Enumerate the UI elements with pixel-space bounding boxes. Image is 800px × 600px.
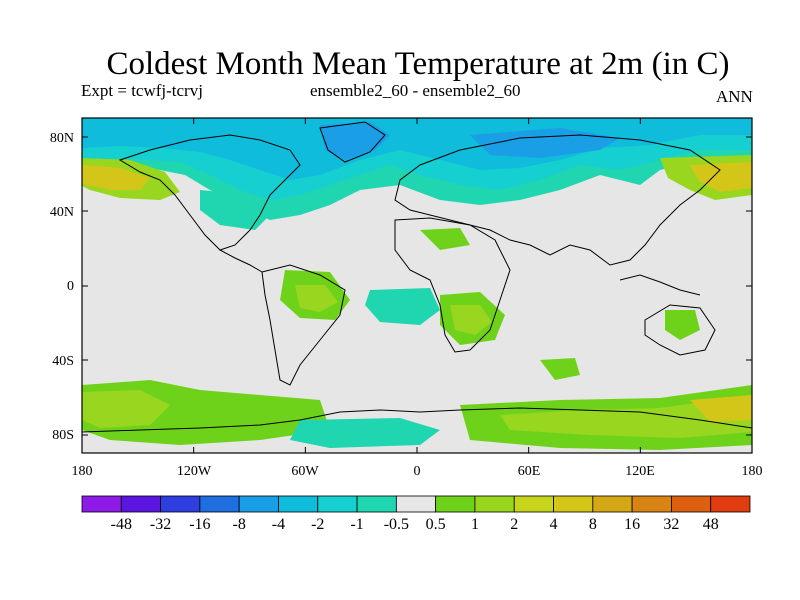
colorbar-swatch <box>120 495 161 513</box>
north-america-cool-region <box>200 190 270 230</box>
greenland-region <box>320 122 390 160</box>
colorbar-label: 8 <box>589 516 597 533</box>
colorbar-label: 16 <box>624 516 640 533</box>
x-tick-label: 120E <box>625 464 655 479</box>
colorbar-swatch <box>671 495 712 513</box>
colorbar-swatch <box>513 495 554 513</box>
colorbar-label: -8 <box>233 516 246 533</box>
colorbar-label: 2 <box>510 516 518 533</box>
north-pacific-warmer-region <box>82 165 150 190</box>
x-tick-label: 180 <box>72 464 93 479</box>
colorbar-swatch <box>435 495 476 513</box>
africa-warmer-region <box>450 305 492 335</box>
antarctica-coastline <box>82 407 752 433</box>
central-america-coastline <box>219 249 263 273</box>
y-tick-label: 40S <box>52 354 74 369</box>
coastlines <box>82 121 752 433</box>
x-tick-label: 60E <box>518 464 541 479</box>
season-label: ANN <box>716 87 753 106</box>
x-tick-label: 60W <box>291 464 319 479</box>
experiment-label: Expt = tcwfj-tcrvj <box>81 81 203 100</box>
colorbar-label: 32 <box>663 516 679 533</box>
colorbar-label: 0.5 <box>426 516 446 533</box>
colorbar-swatch <box>238 495 279 513</box>
colorbar-swatch <box>553 495 594 513</box>
colorbar-swatch <box>474 495 515 513</box>
colorbar-labels: -48 -32 -16 -8 -4 -2 -1 -0.5 0.5 1 2 4 8 16 32 48 <box>111 516 719 533</box>
indian-ocean-warm-region <box>540 358 580 380</box>
eurasia-coastline <box>394 134 721 266</box>
colorbar-label: 1 <box>471 516 479 533</box>
south-america-warmer-region <box>295 285 338 312</box>
colorbar-label: -4 <box>272 516 285 533</box>
y-tick-label: 40N <box>50 205 74 220</box>
antarctic-warmest-region <box>690 395 752 422</box>
north-america-coastline <box>118 134 301 251</box>
x-tick-label: 180 <box>742 464 763 479</box>
southern-ocean-warmer-region <box>82 390 170 428</box>
africa-coastline <box>394 217 511 353</box>
y-tick-label: 0 <box>67 279 74 294</box>
axis-ticks <box>81 118 753 453</box>
indonesia-coastline <box>619 274 701 296</box>
x-tick-label: 120W <box>177 464 212 479</box>
colorbar-swatch <box>317 495 358 513</box>
colorbar-label: -0.5 <box>384 516 409 533</box>
australia-warm-region <box>665 310 700 340</box>
colorbar <box>81 495 751 513</box>
colorbar-swatch <box>199 495 240 513</box>
colorbar-swatch <box>631 495 672 513</box>
map-title: Coldest Month Mean Temperature at 2m (in… <box>106 46 730 82</box>
y-tick-label: 80N <box>50 131 74 146</box>
colorbar-label: -32 <box>150 516 171 533</box>
colorbar-label: 4 <box>550 516 558 533</box>
colorbar-label: -1 <box>350 516 363 533</box>
australia-coastline <box>644 304 716 356</box>
colorbar-swatch <box>710 495 751 513</box>
south-america-coastline <box>261 264 346 386</box>
ensemble-label: ensemble2_60 - ensemble2_60 <box>310 81 521 100</box>
greenland-coastline <box>319 121 386 163</box>
colorbar-swatch <box>356 495 397 513</box>
colorbar-label: 48 <box>703 516 719 533</box>
antarctic-cool-region <box>290 418 440 448</box>
colorbar-swatch <box>278 495 319 513</box>
colorbar-label: -2 <box>311 516 324 533</box>
colorbar-label: -48 <box>111 516 132 533</box>
colorbar-swatch <box>592 495 633 513</box>
colorbar-swatch <box>395 495 437 513</box>
north-africa-warm-region <box>420 228 470 250</box>
south-atlantic-cool-region <box>365 288 440 325</box>
axis-tick-labels: 180 120W 60W 0 60E 120E 180 80N 40N 0 40… <box>50 131 763 479</box>
colorbar-label: -16 <box>189 516 210 533</box>
y-tick-label: 80S <box>52 428 74 443</box>
colorbar-swatch <box>81 495 122 513</box>
x-tick-label: 0 <box>414 464 421 479</box>
colorbar-swatch <box>160 495 201 513</box>
antarctic-warmer-region <box>500 395 752 438</box>
